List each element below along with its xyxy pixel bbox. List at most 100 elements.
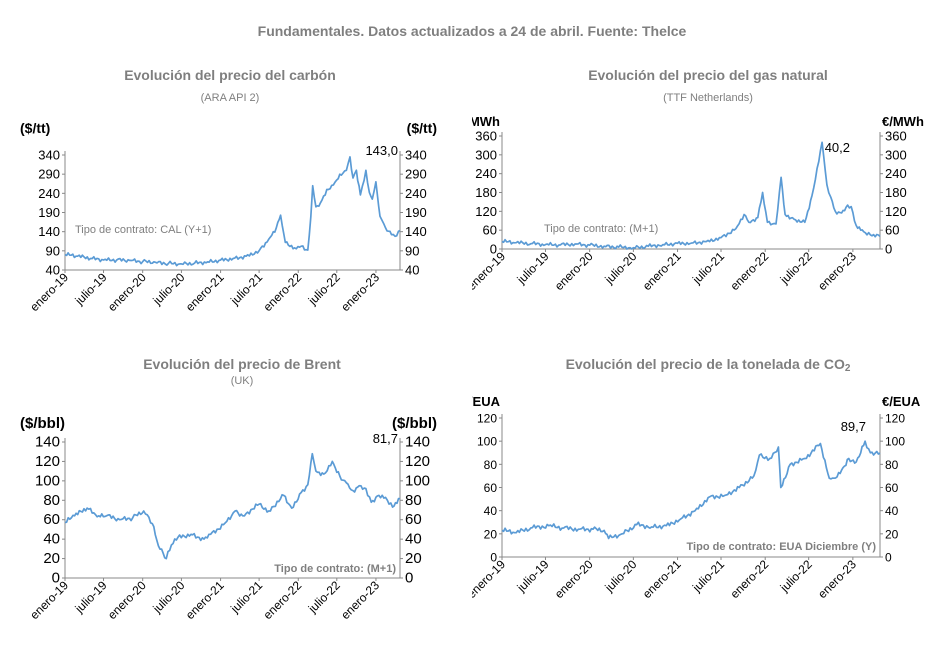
- y-tick-label-left: 60: [484, 481, 498, 495]
- y-tick-label-right: 340: [405, 148, 427, 163]
- last-value-label: 89,7: [841, 419, 866, 434]
- chart-brent-svg: Evolución del precio de Brent (UK) ($/bbl)…: [20, 356, 437, 622]
- y-axis-label-right: ($/bbl): [392, 415, 437, 432]
- y-tick-label-right: 140: [405, 434, 430, 451]
- x-tick-label-julio-20: julio-20: [602, 249, 640, 287]
- y-tick-label-left: 20: [43, 550, 60, 567]
- y-tick-label-left: 120: [475, 204, 497, 219]
- x-tick-label-enero-23: enero-23: [338, 578, 382, 622]
- y-tick-label-left: 0: [52, 570, 60, 587]
- x-tick-label-julio-21: julio-21: [227, 270, 265, 308]
- x-tick-label-julio-21: julio-21: [227, 578, 265, 616]
- y-tick-label-right: 240: [405, 186, 427, 201]
- x-tick-label-enero-23: enero-23: [338, 270, 382, 314]
- chart-gas: Evolución del precio del gas natural (TTF…: [472, 0, 944, 334]
- x-tick-label-julio-20: julio-20: [150, 270, 188, 308]
- y-tick-label-left: 300: [475, 147, 497, 162]
- y-axis-label-right: €/EUA: [882, 394, 921, 409]
- y-tick-label-left: 180: [475, 185, 497, 200]
- x-tick-label-julio-22: julio-22: [305, 270, 343, 308]
- chart-gas-svg: Evolución del precio del gas natural (TTF…: [472, 67, 924, 293]
- contract-note: Tipo de contrato: (M+1): [544, 223, 658, 235]
- y-tick-label-left: 240: [38, 186, 60, 201]
- y-tick-label-left: 100: [477, 435, 497, 449]
- x-tick-label-enero-22: enero-22: [261, 578, 305, 622]
- y-tick-label-left: 40: [484, 504, 498, 518]
- y-tick-label-right: 20: [885, 527, 899, 541]
- series-line-gas-0: [501, 141, 881, 250]
- y-axis-label-right: €/MWh: [882, 114, 924, 129]
- y-tick-label-left: 0: [490, 551, 497, 565]
- chart-title: Evolución del precio del gas natural: [588, 67, 828, 83]
- x-tick-label-enero-22: enero-22: [261, 270, 305, 314]
- chart-title: Evolución del precio de Brent: [143, 356, 341, 372]
- y-tick-label-right: 0: [405, 570, 413, 587]
- chart-co2-svg: Evolución del precio de la tonelada de C…: [472, 356, 921, 601]
- y-tick-label-left: 240: [475, 166, 497, 181]
- y-tick-label-right: 80: [885, 458, 899, 472]
- chart-coal: Evolución del precio del carbón (ARA API …: [0, 0, 472, 334]
- y-tick-label-right: 180: [885, 185, 907, 200]
- x-tick-label-enero-23: enero-23: [815, 557, 859, 601]
- y-tick-label-left: 140: [35, 434, 60, 451]
- y-tick-label-right: 40: [885, 504, 899, 518]
- y-tick-label-left: 120: [477, 412, 497, 426]
- x-tick-label-julio-21: julio-21: [689, 557, 727, 595]
- chart-title: Evolución del precio del carbón: [124, 67, 336, 83]
- y-tick-label-right: 140: [405, 224, 427, 239]
- y-tick-label-right: 240: [885, 166, 907, 181]
- chart-title-subscript: 2: [845, 363, 851, 374]
- chart-title: Evolución del precio de la tonelada de C…: [566, 356, 851, 374]
- y-tick-label-left: 60: [43, 511, 60, 528]
- y-tick-label-left: 120: [35, 453, 60, 470]
- x-tick-label-julio-19: julio-19: [72, 578, 110, 616]
- series-line-coal-0: [64, 156, 401, 267]
- x-tick-label-enero-23: enero-23: [815, 249, 859, 293]
- series-line-co2-0: [501, 440, 881, 540]
- y-tick-label-right: 100: [885, 435, 905, 449]
- last-value-label: 143,0: [365, 143, 398, 158]
- chart-brent: Evolución del precio de Brent (UK) ($/bbl)…: [0, 334, 472, 668]
- chart-coal-svg: Evolución del precio del carbón (ARA API …: [20, 67, 437, 314]
- y-tick-label-left: 340: [38, 148, 60, 163]
- last-value-label: 81,7: [373, 431, 398, 446]
- x-tick-label-julio-22: julio-22: [777, 557, 815, 595]
- y-tick-label-right: 60: [405, 511, 422, 528]
- page-title: Fundamentales. Datos actualizados a 24 d…: [257, 23, 687, 39]
- y-tick-label-right: 290: [405, 167, 427, 182]
- y-tick-label-left: 20: [484, 527, 498, 541]
- x-tick-label-julio-20: julio-20: [602, 557, 640, 595]
- chart-subtitle: (TTF Netherlands): [663, 92, 753, 104]
- series-line-brent-0: [64, 452, 400, 560]
- x-tick-label-enero-20: enero-20: [552, 557, 596, 601]
- contract-note: Tipo de contrato: (M+1): [274, 563, 396, 575]
- y-axis-label-left: ($/bbl): [20, 415, 65, 432]
- chart-subtitle: (UK): [231, 375, 254, 387]
- y-tick-label-right: 120: [405, 453, 430, 470]
- y-tick-label-left: 0: [490, 242, 497, 257]
- last-value-label: 40,2: [825, 140, 850, 155]
- y-tick-label-left: 40: [46, 263, 60, 278]
- x-tick-label-enero-20: enero-20: [552, 249, 596, 293]
- y-tick-label-right: 120: [885, 412, 905, 426]
- y-tick-label-right: 90: [405, 243, 419, 258]
- x-tick-label-enero-20: enero-20: [105, 578, 149, 622]
- y-tick-label-right: 120: [885, 204, 907, 219]
- y-axis-label-left: ($/tt): [20, 120, 50, 136]
- y-tick-label-left: 360: [475, 129, 497, 144]
- y-tick-label-right: 80: [405, 492, 422, 509]
- x-tick-label-julio-19: julio-19: [514, 557, 552, 595]
- y-tick-label-left: 80: [484, 458, 498, 472]
- y-tick-label-right: 300: [885, 147, 907, 162]
- x-tick-label-enero-22: enero-22: [727, 249, 771, 293]
- y-tick-label-left: 140: [38, 224, 60, 239]
- y-axis-label-left: €/EUA: [472, 394, 501, 409]
- x-tick-label-julio-21: julio-21: [689, 249, 727, 287]
- y-tick-label-right: 20: [405, 550, 422, 567]
- x-tick-label-julio-22: julio-22: [305, 578, 343, 616]
- x-tick-label-enero-19: enero-19: [27, 578, 71, 622]
- y-tick-label-right: 60: [885, 223, 899, 238]
- y-tick-label-left: 80: [43, 492, 60, 509]
- x-tick-label-julio-22: julio-22: [777, 249, 815, 287]
- y-tick-label-right: 40: [405, 263, 419, 278]
